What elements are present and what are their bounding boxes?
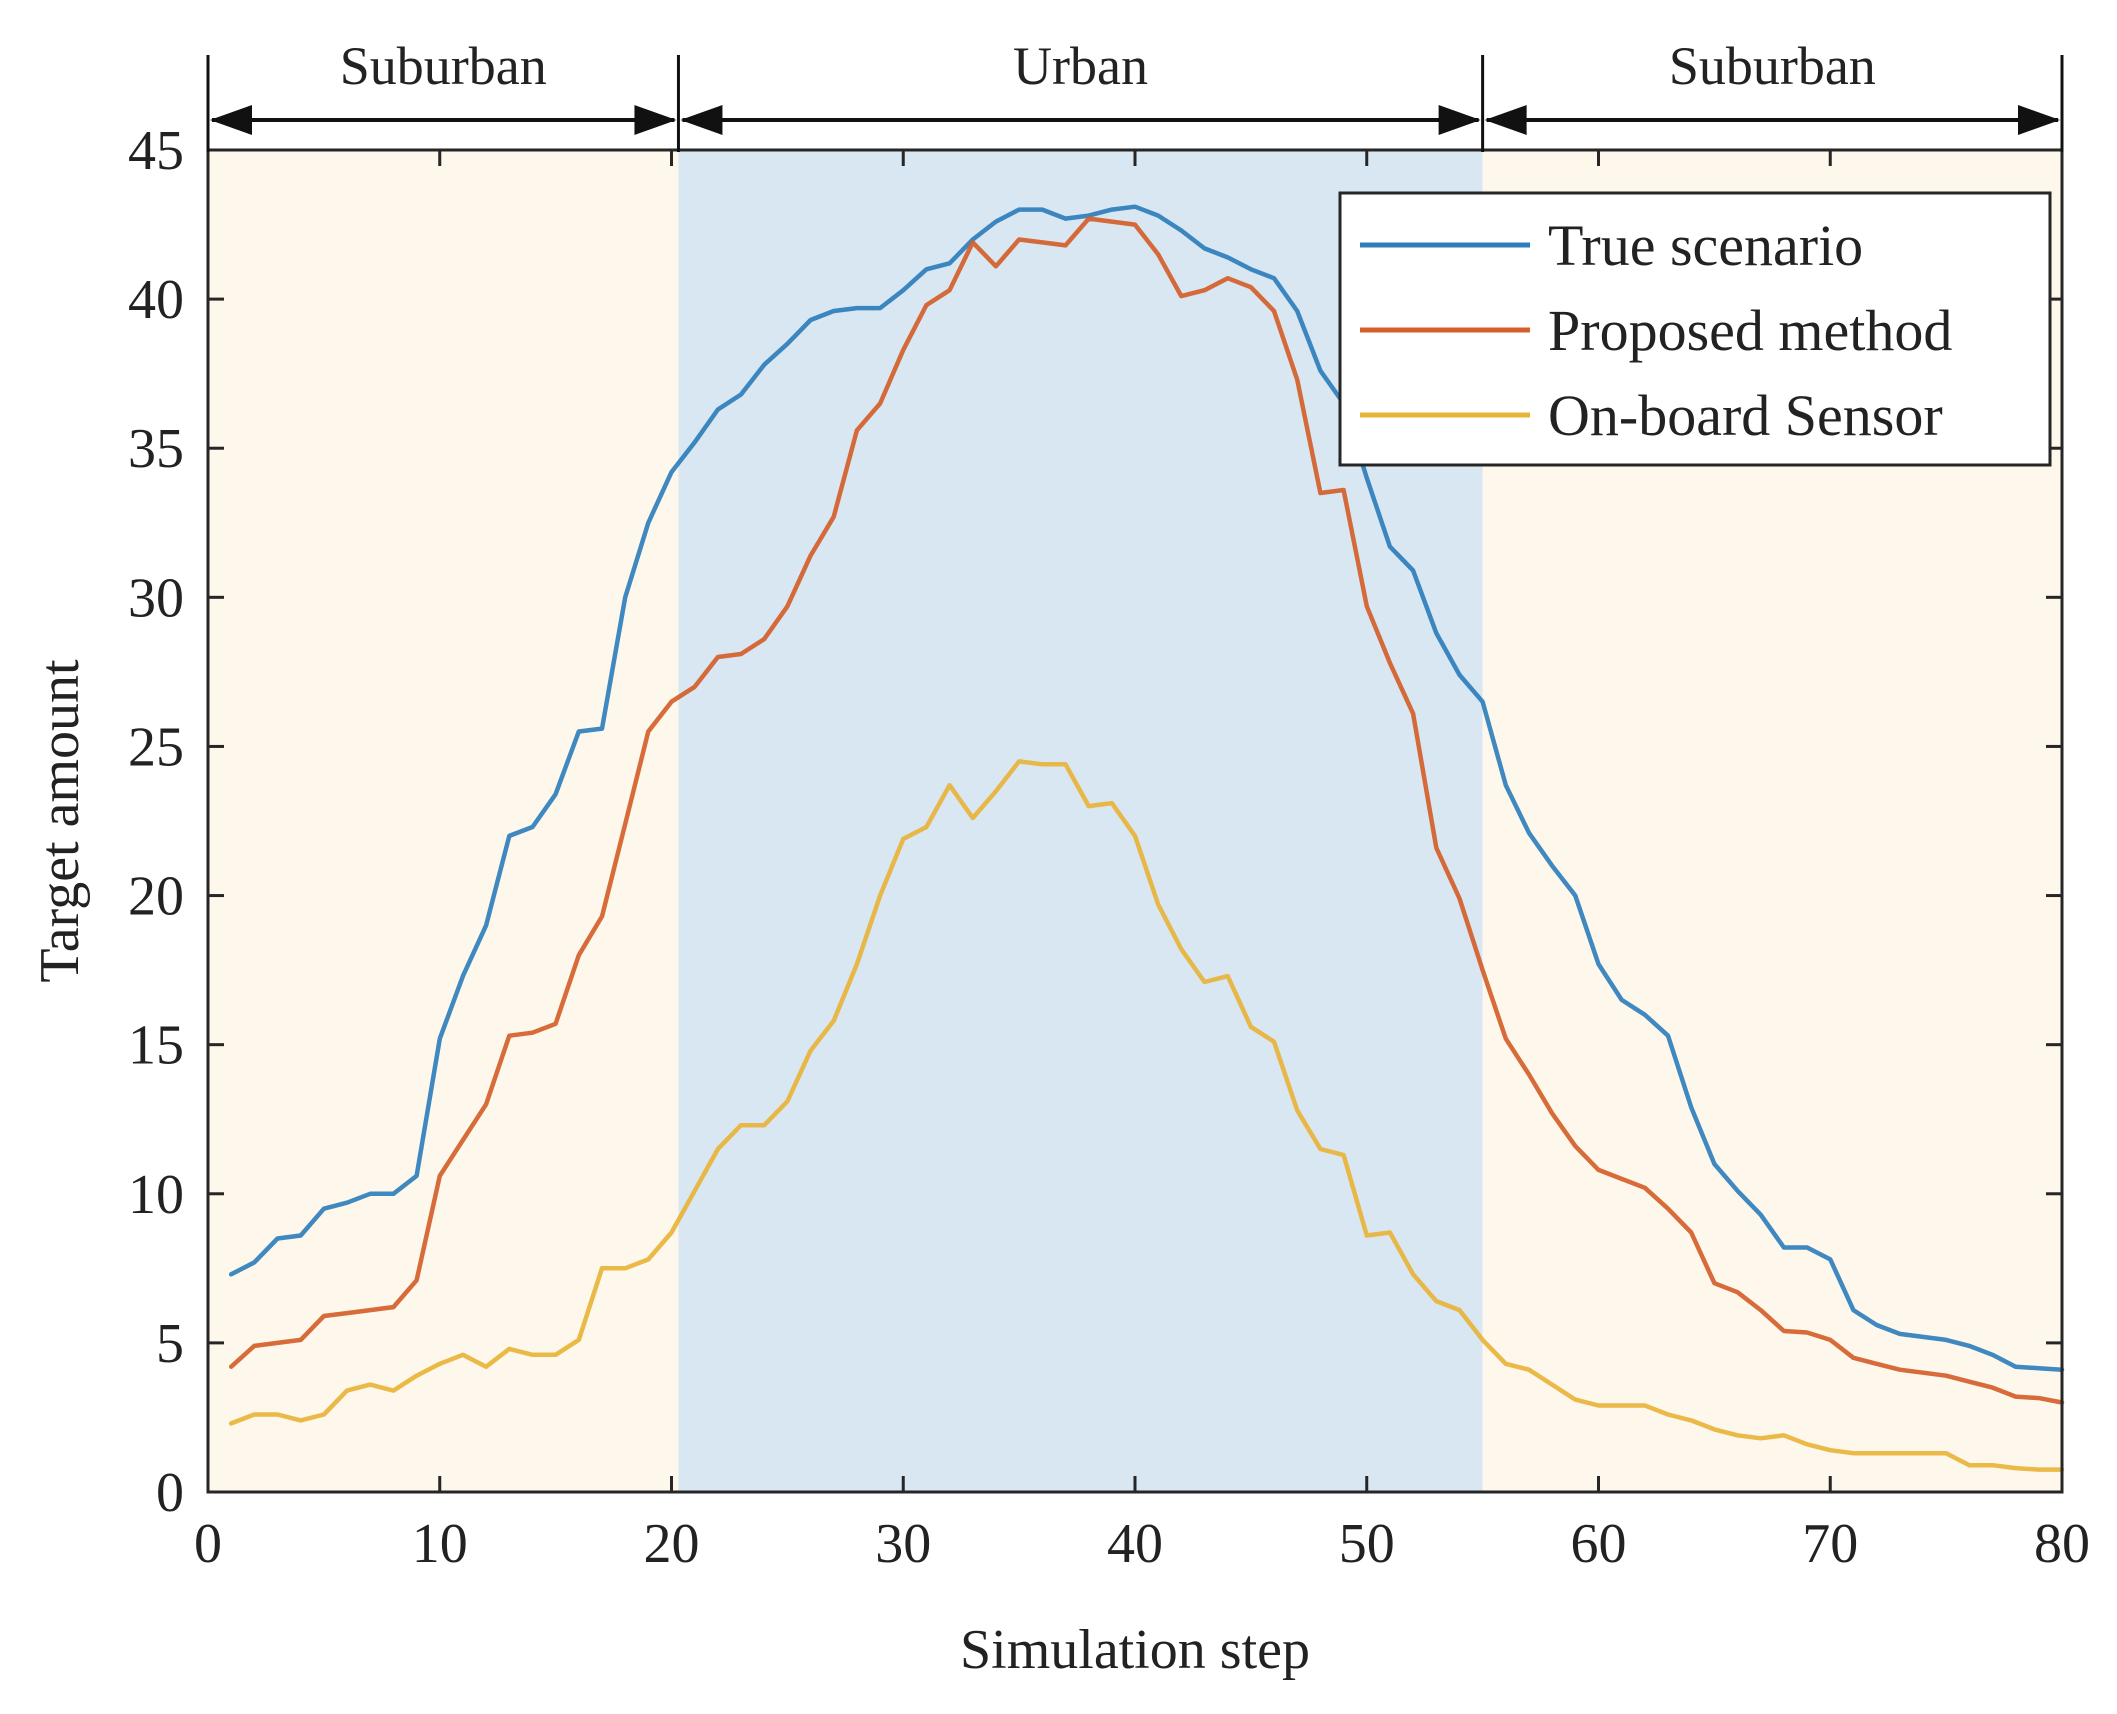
x-tick-label: 30 — [875, 1513, 931, 1575]
y-axis-title: Target amount — [29, 659, 91, 983]
y-tick-label: 10 — [128, 1164, 184, 1226]
x-tick-label: 20 — [644, 1513, 700, 1575]
legend: True scenario Proposed method On-board Sen… — [1338, 191, 2052, 467]
y-tick-label: 45 — [128, 120, 184, 182]
legend-label: Proposed method — [1548, 298, 1952, 363]
arrow-right-icon — [2018, 105, 2060, 135]
region-bg-0 — [208, 150, 679, 1492]
y-tick-label: 30 — [128, 567, 184, 629]
region-label: Urban — [1013, 36, 1148, 96]
y-tick-label: 15 — [128, 1015, 184, 1077]
arrow-left-icon — [680, 105, 723, 135]
x-tick-label: 10 — [412, 1513, 468, 1575]
x-tick-label: 60 — [1571, 1513, 1627, 1575]
region-annotations: Suburban Urban Suburban — [206, 36, 2064, 152]
region-label: Suburban — [1669, 36, 1876, 96]
y-tick-label: 40 — [128, 269, 184, 331]
arrow-right-icon — [634, 105, 677, 135]
y-tick-label: 35 — [128, 418, 184, 480]
x-tick-label: 0 — [194, 1513, 222, 1575]
x-axis-title: Simulation step — [960, 1619, 1310, 1681]
series-line-1 — [228, 216, 2065, 1405]
x-tick-label: 80 — [2034, 1513, 2090, 1575]
arrow-right-icon — [1438, 105, 1481, 135]
series-line-2 — [228, 759, 2065, 1472]
y-tick-label: 25 — [128, 716, 184, 778]
x-tick-label: 70 — [1802, 1513, 1858, 1575]
arrow-left-icon — [210, 105, 252, 135]
legend-label: True scenario — [1548, 213, 1863, 278]
axis-ticks: 0 10 20 30 40 50 60 70 80 0 5 10 15 20 25 30 35 40 45 — [128, 120, 2090, 1575]
region-label: Suburban — [340, 36, 547, 96]
y-tick-label: 20 — [128, 866, 184, 928]
arrow-left-icon — [1484, 105, 1527, 135]
y-tick-label: 5 — [156, 1313, 184, 1375]
series-line-0 — [228, 204, 2065, 1372]
series-lines — [228, 204, 2065, 1472]
x-tick-label: 50 — [1339, 1513, 1395, 1575]
x-tick-label: 40 — [1107, 1513, 1163, 1575]
legend-label: On-board Sensor — [1548, 383, 1943, 448]
y-tick-label: 0 — [156, 1462, 184, 1524]
